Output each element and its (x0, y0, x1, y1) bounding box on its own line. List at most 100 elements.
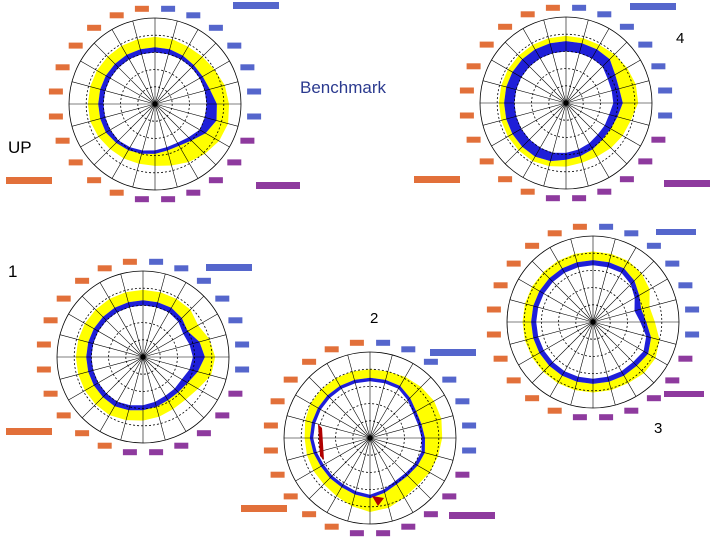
four-category-chip (498, 176, 513, 183)
one-category-chip (43, 317, 58, 324)
three-category-chip (547, 407, 562, 414)
three-category-chip (547, 230, 562, 237)
three-category-chip (624, 407, 639, 414)
category-group-header (656, 229, 696, 235)
four-spoke (522, 28, 567, 104)
four-spoke (565, 80, 650, 104)
one-category-chip (196, 277, 211, 284)
one-spoke (142, 334, 227, 358)
category-group-header (256, 182, 300, 189)
up-category-chip (87, 177, 102, 184)
three-spoke (592, 321, 637, 397)
up-spoke (132, 103, 156, 188)
one-category-chip (215, 412, 230, 419)
one-spoke (59, 334, 144, 358)
two-spoke (326, 363, 371, 439)
up-spoke (111, 103, 156, 179)
four-spoke (565, 59, 641, 104)
one-category-chip (56, 295, 71, 302)
two-spoke (308, 437, 371, 500)
four-spoke (482, 102, 567, 126)
up-spoke (71, 103, 156, 127)
four-category-chip (658, 112, 673, 119)
one-category-chip (235, 366, 250, 373)
three-category-chip (646, 395, 661, 402)
two-spoke (347, 354, 371, 439)
two-category-chip (462, 447, 477, 454)
up-spoke (93, 42, 156, 105)
up-spoke (154, 29, 199, 105)
up-category-chip (134, 5, 149, 12)
three-category-chip (506, 260, 521, 267)
three-category-chip (493, 355, 508, 362)
one-center-dot (140, 354, 146, 360)
two-spoke (295, 394, 371, 439)
one-spoke (120, 273, 144, 358)
two-category-chip (462, 422, 477, 429)
four-category-chip (466, 136, 481, 143)
three-spoke (592, 321, 655, 384)
four-spoke (491, 102, 567, 147)
three-spoke (531, 260, 594, 323)
up-category-chip (247, 113, 262, 120)
category-group-header (414, 176, 460, 183)
three-category-chip (572, 414, 587, 421)
one-category-chip (97, 265, 112, 272)
one-spoke (81, 356, 144, 419)
four-category-chip (572, 195, 587, 202)
up-spoke (154, 103, 239, 127)
four-category-chip (545, 195, 560, 202)
two-category-chip (283, 493, 298, 500)
up-category-chip (109, 189, 124, 196)
two-spoke (308, 376, 371, 439)
one-category-chip (75, 277, 90, 284)
two-category-chip (442, 376, 457, 383)
two-spoke (326, 437, 371, 513)
up-spoke (93, 103, 156, 166)
category-group-header (449, 512, 495, 519)
four-spoke (565, 28, 610, 104)
one-spoke (120, 356, 144, 441)
three-category-chip (493, 282, 508, 289)
two-spoke (369, 437, 432, 500)
category-group-header (206, 264, 252, 271)
one-spoke (142, 356, 166, 441)
up-spoke (71, 81, 156, 105)
four-spoke (565, 102, 628, 165)
four-spoke (491, 59, 567, 104)
two-category-chip (270, 471, 285, 478)
three-category-chip (525, 395, 540, 402)
category-group-header (241, 505, 287, 512)
benchmark-label: Benchmark (300, 78, 386, 97)
three-category-chip (678, 355, 693, 362)
one-category-chip (97, 442, 112, 449)
category-group-header (233, 2, 279, 9)
two-category-chip (349, 530, 364, 537)
one-category-chip (235, 341, 250, 348)
up-category-chip (161, 5, 176, 12)
one-category-chip (174, 265, 189, 272)
one-category-chip (122, 449, 137, 456)
one-category-chip (228, 317, 243, 324)
up-category-chip (208, 24, 223, 31)
up-category-chip (55, 137, 70, 144)
two-red-band (318, 424, 384, 506)
one-spoke (142, 356, 227, 380)
two-category-chip (401, 523, 416, 530)
three-spoke (509, 321, 594, 345)
up-category-chip (227, 159, 242, 166)
three-spoke (549, 247, 594, 323)
category-group-header (664, 180, 710, 187)
up-category-chip (186, 189, 201, 196)
three-center-dot (590, 319, 596, 325)
category-group-header (6, 177, 52, 184)
four-category-chip (619, 176, 634, 183)
three-category-chip (685, 306, 700, 313)
four-category-chip (520, 11, 535, 18)
up-spoke (80, 60, 156, 105)
two-spoke (369, 363, 414, 439)
one-category-chip (122, 258, 137, 265)
three-spoke (592, 247, 637, 323)
three-spoke (570, 238, 594, 323)
